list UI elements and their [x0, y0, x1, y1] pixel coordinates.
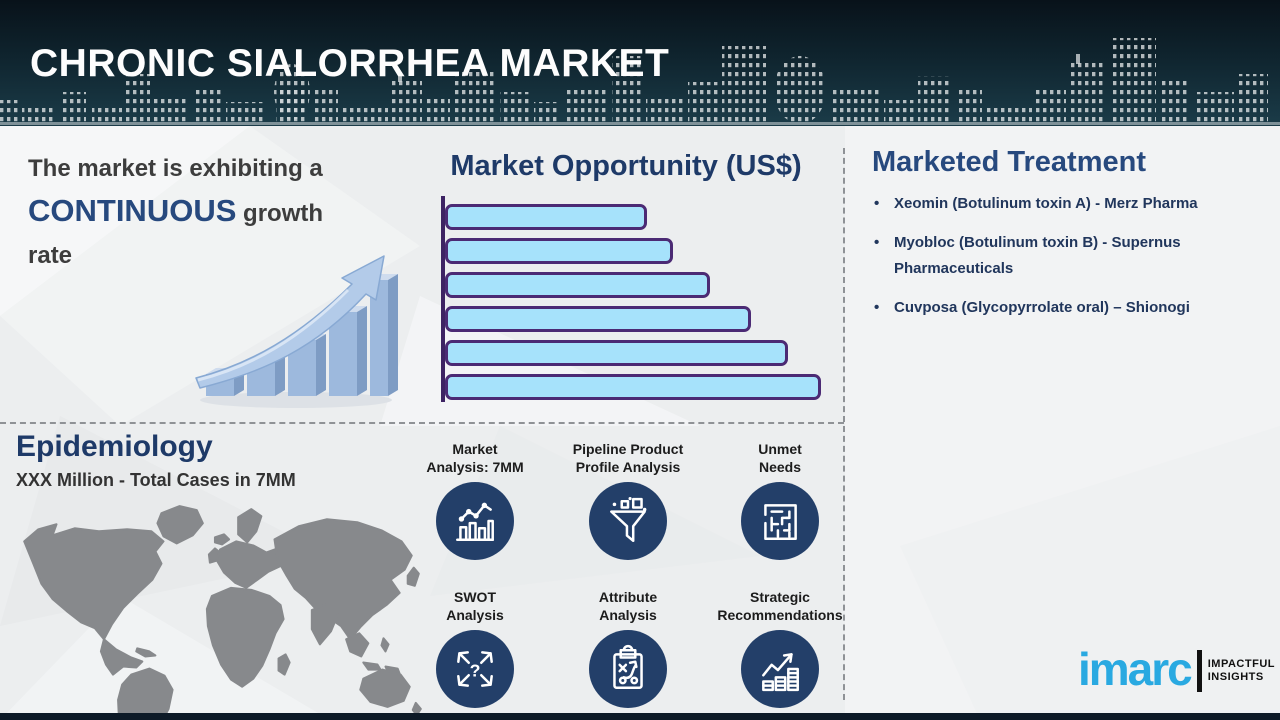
logo-tagline: IMPACTFUL INSIGHTS — [1208, 658, 1275, 684]
world-map — [23, 505, 422, 717]
epidemiology-title: Epidemiology — [16, 430, 213, 463]
vertical-dashed-divider — [843, 148, 845, 700]
growth-statement-rate: rate — [28, 242, 73, 269]
svg-text:?: ? — [470, 660, 481, 680]
feature-strategic-recommendations: Strategic Recommendations — [695, 588, 865, 708]
horizontal-dashed-divider — [0, 422, 844, 424]
growth-statement-line1: The market is exhibiting a — [28, 155, 323, 182]
maze-icon — [764, 504, 797, 540]
feature-label: Profile Analysis — [575, 459, 681, 475]
logo-tagline-line2: INSIGHTS — [1207, 671, 1264, 683]
feature-unmet-needs: Unmet Needs — [695, 440, 865, 560]
marketed-treatment-section: Marketed Treatment Xeomin (Botulinum tox… — [872, 146, 1264, 334]
swot-arrows-icon: ? — [457, 651, 493, 687]
feature-label: Recommendations — [717, 607, 843, 623]
growth-chart-3d-art — [195, 255, 398, 408]
feature-circle — [589, 630, 667, 708]
feature-circle — [436, 482, 514, 560]
logo-tagline-line1: IMPACTFUL — [1207, 658, 1275, 670]
imarc-logo: imarc IMPACTFUL INSIGHTS — [1078, 646, 1275, 692]
marketed-treatment-list: Xeomin (Botulinum toxin A) - Merz Pharma… — [872, 191, 1264, 321]
feature-circle: ? — [436, 630, 514, 708]
feature-label: Analysis: 7MM — [426, 459, 524, 475]
chart-bar — [445, 306, 751, 332]
epidemiology-subtitle: XXX Million - Total Cases in 7MM — [16, 470, 296, 490]
growth-statement-highlight: CONTINUOUS — [28, 193, 237, 228]
feature-label: Pipeline Product — [572, 441, 684, 457]
feature-circle — [741, 482, 819, 560]
feature-label: Market — [452, 441, 498, 457]
feature-circle — [741, 630, 819, 708]
epidemiology-section: Epidemiology XXX Million - Total Cases i… — [16, 430, 296, 491]
logo-divider — [1196, 650, 1202, 692]
chart-bar — [445, 272, 710, 298]
growth-statement: The market is exhibiting a CONTINUOUS gr… — [28, 148, 373, 277]
page-title: CHRONIC SIALORRHEA MARKET — [30, 42, 670, 85]
bottom-accent-bar — [0, 713, 1280, 720]
clipboard-strategy-icon — [613, 644, 643, 689]
chart-bar — [445, 204, 648, 230]
treatment-item: Myobloc (Botulinum toxin B) - Supernus P… — [872, 230, 1239, 282]
feature-label: SWOT — [454, 589, 496, 605]
feature-label: Needs — [758, 459, 802, 475]
header-banner: CHRONIC SIALORRHEA MARKET — [0, 0, 1280, 126]
funnel-icon — [610, 497, 647, 543]
feature-label: Strategic — [750, 589, 810, 605]
feature-attribute-analysis: Attribute Analysis — [543, 588, 713, 708]
chart-bar — [445, 340, 788, 366]
imarc-logo-wordmark: imarc — [1078, 643, 1193, 695]
marketed-treatment-title: Marketed Treatment — [872, 146, 1146, 178]
feature-pipeline-analysis: Pipeline Product Profile Analysis — [543, 440, 713, 560]
bar-line-chart-icon — [456, 502, 494, 541]
feature-market-analysis: Market Analysis: 7MM — [390, 440, 560, 560]
city-skyline-art — [0, 38, 1280, 126]
growth-statement-growth: growth — [236, 200, 324, 227]
chart-bar — [445, 374, 821, 400]
chart-bar — [445, 238, 673, 264]
feature-label: Analysis — [446, 607, 504, 623]
feature-label: Unmet — [758, 441, 802, 457]
feature-swot-analysis: SWOT Analysis ? — [390, 588, 560, 708]
feature-label: Analysis — [599, 607, 657, 623]
treatment-item: Xeomin (Botulinum toxin A) - Merz Pharma — [872, 191, 1239, 217]
market-opportunity-title: Market Opportunity (US$) — [450, 150, 802, 182]
growth-bars-icon — [762, 653, 799, 692]
chart-y-axis — [441, 196, 445, 402]
market-opportunity-chart — [441, 196, 821, 402]
treatment-item: Cuvposa (Glycopyrrolate oral) – Shionogi — [872, 295, 1239, 321]
feature-label: Attribute — [598, 589, 658, 605]
feature-circle — [589, 482, 667, 560]
